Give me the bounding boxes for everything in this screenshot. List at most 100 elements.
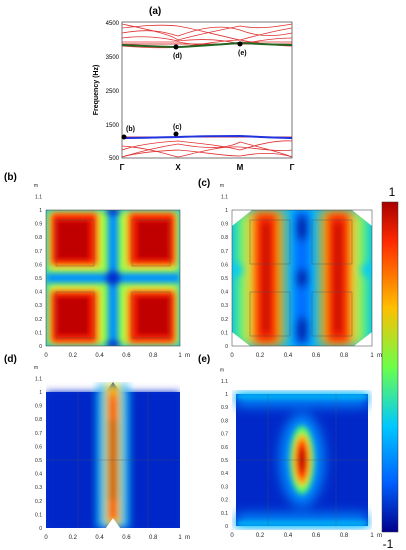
plot-c-x-tick: 0.8	[340, 353, 349, 359]
plot-d-y-tick: 0	[39, 526, 42, 532]
plot-b-y-tick: 0	[39, 344, 42, 350]
plot-c-y-tick: 0.1	[221, 330, 228, 336]
plot-e-x-tick: 0.8	[340, 533, 349, 539]
band-y-tick-3500: 3500	[106, 55, 120, 61]
band-y-axis-label: Frequency (Hz)	[93, 65, 100, 116]
mode-shape-b	[44, 196, 182, 348]
plot-c-y-tick: 0.6	[221, 262, 228, 268]
mode-marker-e	[237, 41, 243, 47]
plot-b-y-tick: 0.4	[35, 290, 42, 296]
plot-c-y-unit: m	[220, 183, 224, 189]
plot-d-y-tick: 0.2	[35, 499, 42, 505]
mode-label-b: (b)	[126, 126, 135, 133]
plot-e-y-tick: 0.1	[221, 511, 228, 517]
plot-b-y-tick: 0.7	[35, 249, 42, 255]
panel-d-label: (d)	[4, 354, 17, 365]
band-y-tick-4500: 4500	[106, 21, 120, 27]
plot-c-y-tick: 0.3	[221, 303, 228, 309]
plot-e-y-tick: 0.6	[221, 445, 228, 451]
plot-b-y-tick: 0.1	[35, 330, 42, 336]
band-x-tick-gamma-start: Γ	[120, 163, 125, 172]
plot-d-x-tick: 0.4	[95, 535, 104, 541]
mode-shape-e	[232, 390, 372, 530]
plot-d-y-unit: m	[34, 365, 38, 371]
mode-marker-b	[121, 134, 127, 140]
plot-b-y-tick: 0.6	[35, 262, 42, 268]
plot-b-x-tick: 0.4	[95, 353, 104, 359]
band-x-tick-gamma-end: Γ	[290, 163, 295, 172]
plot-c-x-tick: 1	[370, 353, 374, 359]
plot-e-y-tick: 0.5	[221, 458, 228, 464]
plot-b-y-tick: 1	[39, 208, 42, 214]
plot-c-y-tick: 0.2	[221, 317, 228, 323]
panel-a-label: (a)	[149, 6, 161, 17]
panel-c-label: (c)	[198, 178, 210, 189]
plot-b-y-tick: 0.9	[35, 222, 42, 228]
plot-b-x-tick: 0.8	[149, 353, 158, 359]
plot-d-y-tick: 0.8	[35, 417, 42, 423]
plot-b-x-tick: 0	[44, 353, 48, 359]
plot-d-y-tick: 0.9	[35, 404, 42, 410]
plot-e-y-tick: 0.8	[221, 418, 228, 424]
plot-c-y-tick: 0.9	[221, 222, 228, 228]
plot-c-y-tick: 0.5	[221, 276, 228, 282]
panel-b-label: (b)	[4, 172, 17, 183]
plot-c-y-tick: 0.4	[221, 290, 228, 296]
band-x-tick-m: M	[237, 163, 244, 172]
plot-c-y-tick: 1	[225, 208, 228, 214]
plot-d-y-tick: 0.4	[35, 472, 42, 478]
plot-e-x-tick: 1	[370, 533, 374, 539]
plot-b-y-tick: 0.2	[35, 317, 42, 323]
band-upper-green	[121, 41, 293, 49]
band-y-tick-2500: 2500	[106, 89, 120, 95]
colorbar-gradient	[381, 201, 399, 533]
colorbar-min-label: -1	[383, 537, 394, 550]
plot-d-y-tick: 0.6	[35, 444, 42, 450]
mode-marker-d	[173, 44, 179, 50]
band-structure-chart: (b) (c) (d) (e) 4500 3500 2500 1500 500 …	[93, 21, 295, 172]
plot-c-y-tick: 1.1	[221, 194, 228, 200]
plot-d-y-tick: 1	[39, 390, 42, 396]
plot-e-y-unit: m	[220, 368, 224, 374]
plot-e-y-tick: 0.7	[221, 432, 228, 438]
plot-e-y-tick: 0.9	[221, 405, 228, 411]
plot-d-x-tick: 0.2	[69, 535, 78, 541]
plot-b-x-tick: 0.6	[122, 353, 131, 359]
panel-e-label: (e)	[198, 354, 210, 365]
plot-d-x-tick: 1	[178, 535, 182, 541]
plot-d-x-tick: 0.8	[149, 535, 158, 541]
plot-e-x-tick: 0	[230, 533, 234, 539]
plot-d-x-tick: 0.6	[122, 535, 131, 541]
plot-b-y-unit: m	[34, 183, 38, 189]
plot-d-x-unit: m	[185, 535, 190, 541]
plot-d-x-tick: 0	[44, 535, 48, 541]
band-lower-blue	[121, 134, 293, 139]
plot-e-y-tick: 1.1	[221, 379, 228, 385]
plot-c-x-tick: 0.4	[284, 353, 293, 359]
plot-b-x-tick: 0.2	[69, 353, 78, 359]
plot-d-y-tick: 0.1	[35, 512, 42, 518]
plot-e-x-tick: 0.6	[312, 533, 321, 539]
plot-e-x-tick: 0.2	[256, 533, 265, 539]
band-y-tick-1500: 1500	[106, 123, 120, 129]
plot-e-y-tick: 0.2	[221, 498, 228, 504]
plot-b-x-tick: 1	[178, 353, 182, 359]
mode-label-e: (e)	[238, 50, 247, 57]
colorbar-max-label: 1	[389, 185, 396, 199]
plot-c-x-unit: m	[377, 353, 382, 359]
plot-e-y-tick: 0.3	[221, 484, 228, 490]
plot-c-y-tick: 0.7	[221, 249, 228, 255]
colorbar: 1 -1	[381, 185, 399, 550]
plot-b-y-tick: 0.3	[35, 303, 42, 309]
plot-b-x-unit: m	[185, 353, 190, 359]
plot-d-y-tick: 0.3	[35, 485, 42, 491]
mode-shape-d	[46, 382, 180, 530]
plot-b-y-tick: 0.8	[35, 235, 42, 241]
plot-b-y-tick: 0.5	[35, 276, 42, 282]
plot-e-y-tick: 0	[225, 524, 228, 530]
mode-label-c: (c)	[173, 124, 182, 131]
plot-c-x-tick: 0	[230, 353, 234, 359]
plot-e-y-tick: 0.4	[221, 471, 228, 477]
plot-c-x-tick: 0.2	[256, 353, 265, 359]
